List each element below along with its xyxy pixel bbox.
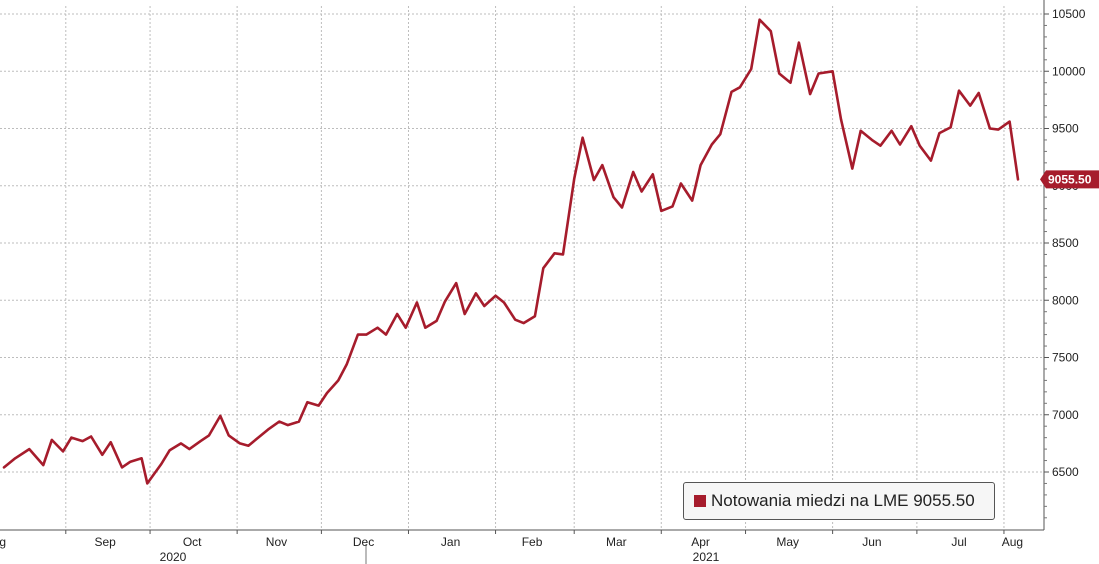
last-value-label-group: 9055.50 bbox=[1040, 170, 1099, 189]
y-tick-label: 8000 bbox=[1052, 293, 1079, 307]
y-tick-label: 6500 bbox=[1052, 465, 1079, 479]
axes bbox=[0, 0, 1045, 564]
series-group bbox=[2, 18, 1020, 485]
y-tick-label: 10000 bbox=[1052, 64, 1086, 78]
x-tick-label: g bbox=[0, 535, 6, 549]
x-tick-label: Nov bbox=[266, 535, 287, 549]
x-tick-label: May bbox=[776, 535, 799, 549]
y-tick-label: 10500 bbox=[1052, 7, 1086, 21]
legend-label: Notowania miedzi na LME 9055.50 bbox=[711, 491, 975, 510]
x-tick-label: Sep bbox=[94, 535, 116, 549]
legend-swatch bbox=[694, 495, 706, 507]
x-tick-label: Oct bbox=[183, 535, 202, 549]
x-tick-label: Jul bbox=[951, 535, 966, 549]
x-tick-label: Mar bbox=[606, 535, 627, 549]
x-year-label: 2020 bbox=[160, 550, 187, 564]
series-line bbox=[2, 18, 1020, 485]
gridlines bbox=[0, 6, 1044, 530]
y-axis-ticks: 65007000750080008500900095001000010500 bbox=[1044, 7, 1086, 519]
legend: Notowania miedzi na LME 9055.50 bbox=[683, 482, 995, 520]
x-tick-label: Jan bbox=[441, 535, 460, 549]
x-tick-label: Feb bbox=[522, 535, 543, 549]
x-axis-ticks: g Sep Oct Nov Dec Jan Feb Mar Apr May Jun Jul Aug 202… bbox=[0, 530, 1023, 564]
x-year-label: 2021 bbox=[693, 550, 720, 564]
last-value-badge bbox=[1040, 170, 1099, 189]
x-tick-label: Jun bbox=[862, 535, 881, 549]
x-tick-label: Aug bbox=[1002, 535, 1023, 549]
x-tick-label: Apr bbox=[691, 535, 710, 549]
y-tick-label: 7500 bbox=[1052, 351, 1079, 365]
y-tick-label: 8500 bbox=[1052, 236, 1079, 250]
x-tick-label: Dec bbox=[353, 535, 374, 549]
last-value-label: 9055.50 bbox=[1048, 172, 1092, 186]
y-tick-label: 9500 bbox=[1052, 122, 1079, 136]
y-tick-label: 7000 bbox=[1052, 408, 1079, 422]
